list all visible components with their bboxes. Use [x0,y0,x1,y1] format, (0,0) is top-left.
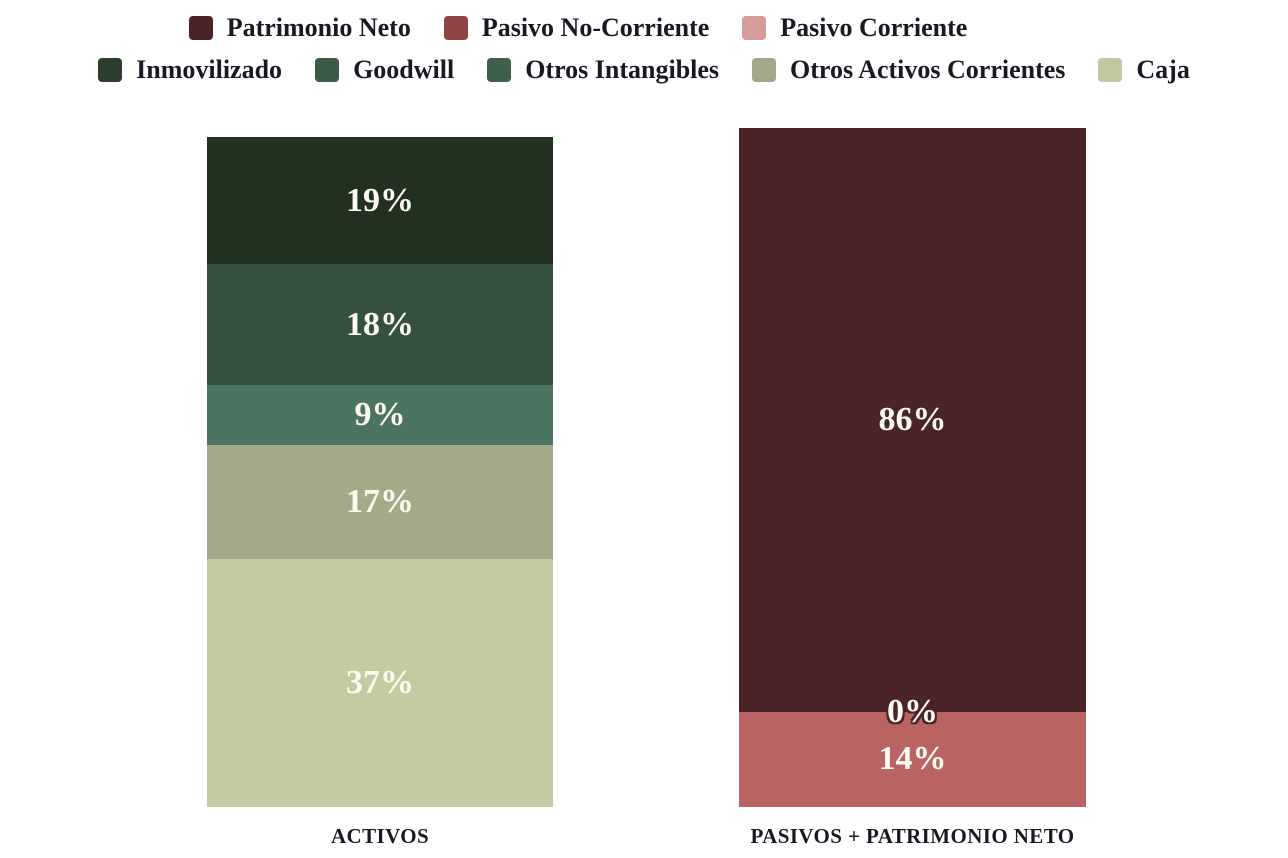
legend-swatch-icon [443,16,468,40]
legend-label: Patrimonio Neto [226,13,411,42]
bar-pasivos: 86% 0% 14% [739,128,1086,807]
legend-swatch-icon [752,58,777,82]
data-label-inmovilizado: 19% [346,181,414,219]
legend-label: Otros Intangibles [525,55,720,84]
legend-row-1: Patrimonio Neto Pasivo No-Corriente Pasivo… [0,12,1222,44]
segment-inmovilizado: 19% [207,137,553,265]
category-label-activos: ACTIVOS [330,824,430,848]
legend-item-goodwill: Goodwill [315,54,454,86]
category-label-pasivos: PASIVOS + PATRIMONIO NETO [750,824,1075,848]
legend-swatch-icon [1098,58,1123,82]
segment-goodwill: 18% [207,264,553,385]
legend-swatch-icon [742,16,767,40]
segment-otros-activos-corrientes: 17% [207,445,553,560]
legend-row-2: Inmovilizado Goodwill Otros Intangibles Otr… [0,54,1288,86]
legend-item-pasivo-corriente: Pasivo Corriente [742,12,967,44]
legend-item-caja: Caja [1098,54,1190,86]
legend-label: Otros Activos Corrientes [790,55,1066,84]
data-label-patrimonio-neto: 86% [878,400,947,438]
data-label-goodwill: 18% [346,305,414,343]
legend-item-pasivo-no-corriente: Pasivo No-Corriente [443,12,710,44]
legend-label: Pasivo Corriente [780,13,968,42]
legend-label: Caja [1136,55,1190,84]
legend-item-inmovilizado: Inmovilizado [98,54,282,86]
data-label-otros-activos-corrientes: 17% [346,483,414,521]
data-label-pasivo-corriente: 14% [878,740,947,778]
segment-otros-intangibles: 9% [207,384,553,446]
legend-item-otros-activos-corrientes: Otros Activos Corrientes [752,54,1065,86]
legend-item-patrimonio-neto: Patrimonio Neto [188,12,411,44]
segment-pasivo-corriente: 14% [739,711,1086,807]
bar-activos: 19% 18% 9% 17% 37% [207,137,553,807]
data-label-caja: 37% [346,664,414,702]
legend-swatch-icon [98,58,123,82]
legend-swatch-icon [487,58,512,82]
legend-item-otros-intangibles: Otros Intangibles [487,54,719,86]
legend-label: Inmovilizado [136,55,283,84]
legend-label: Goodwill [353,55,455,84]
legend-swatch-icon [188,16,213,40]
segment-patrimonio-neto: 86% [739,128,1086,712]
legend-swatch-icon [315,58,340,82]
data-label-otros-intangibles: 9% [354,396,406,434]
segment-caja: 37% [207,559,553,807]
legend-label: Pasivo No-Corriente [481,13,710,42]
